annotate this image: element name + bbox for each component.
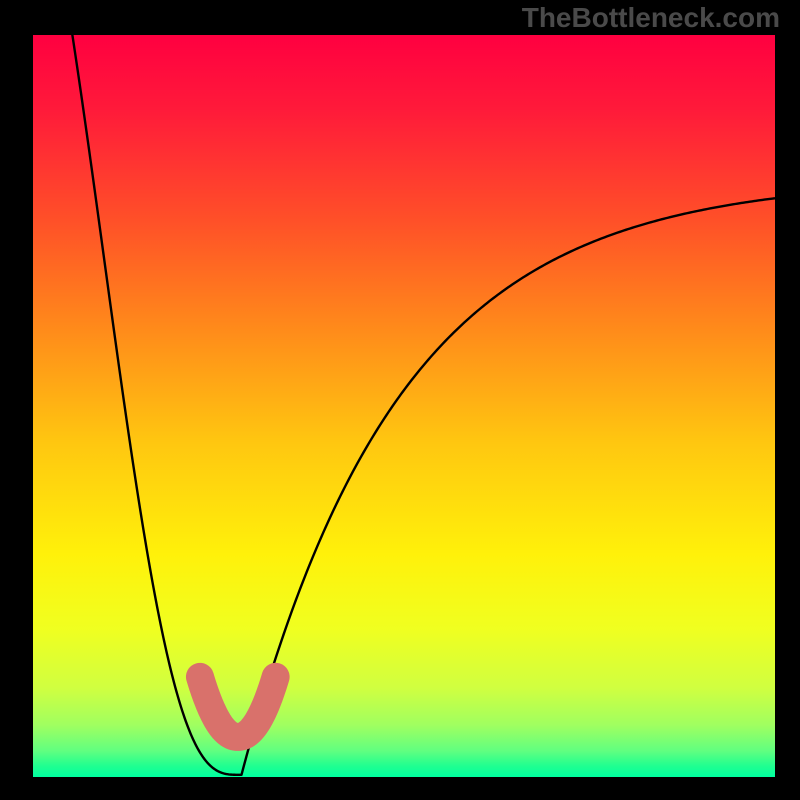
chart-plot-area [33, 35, 775, 777]
chart-svg [33, 35, 775, 777]
chart-background-gradient [33, 35, 775, 777]
watermark-label: TheBottleneck.com [522, 2, 780, 34]
chart-outer-frame: TheBottleneck.com [0, 0, 800, 800]
